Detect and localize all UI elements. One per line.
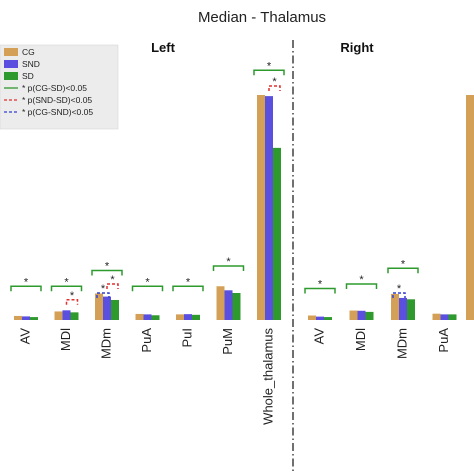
legend-swatch-snd bbox=[4, 60, 18, 68]
bar-right-pua-sd bbox=[448, 314, 457, 320]
tick-label-left-whole_thalamus: Whole_thalamus bbox=[260, 328, 275, 425]
bar-right-cropped bbox=[466, 95, 474, 320]
legend-label-sd: SD bbox=[22, 71, 34, 81]
tick-label-right-mdl: MDl bbox=[353, 328, 368, 351]
sig-star-left-8: * bbox=[226, 256, 231, 268]
bar-left-pua-sd bbox=[151, 315, 160, 320]
sig-star-left-10: * bbox=[272, 76, 277, 88]
sig-star-right-3: * bbox=[397, 283, 402, 295]
sig-star-left-3: * bbox=[105, 261, 110, 273]
bar-left-whole_thalamus-sd bbox=[273, 147, 281, 320]
legend-swatch-sd bbox=[4, 72, 18, 80]
sig-bracket-right-2 bbox=[387, 267, 419, 274]
chart-title: Median - Thalamus bbox=[198, 9, 326, 26]
legend-swatch-cg bbox=[4, 48, 18, 56]
tick-label-left-mdl: MDl bbox=[58, 328, 73, 351]
sig-bracket-right-0 bbox=[304, 287, 336, 294]
tick-label-right-pua: PuA bbox=[436, 328, 451, 353]
tick-label-right-av: AV bbox=[311, 328, 326, 345]
legend-label-snd: SND bbox=[22, 59, 40, 69]
sig-bracket-right-1 bbox=[345, 283, 378, 289]
bar-left-pui-snd bbox=[184, 314, 192, 320]
bar-right-mdl-cg bbox=[349, 310, 358, 320]
bar-left-whole_thalamus-snd bbox=[265, 96, 273, 320]
bar-left-mdl-cg bbox=[54, 311, 63, 320]
bar-left-av-sd bbox=[30, 317, 38, 320]
bar-right-pua-cg bbox=[432, 313, 441, 320]
bar-left-pua-cg bbox=[135, 313, 144, 320]
panel-right: Right AV MDl MDm PuA * * * * bbox=[304, 40, 474, 359]
sig-star-left-2: * bbox=[70, 290, 75, 302]
bar-left-av-snd bbox=[22, 316, 30, 320]
bar-left-mdm-snd bbox=[103, 296, 111, 320]
sig-bracket-left-5 bbox=[96, 292, 110, 298]
legend-sig-label-0: * p(CG-SD)<0.05 bbox=[22, 83, 87, 93]
bar-left-whole_thalamus-cg bbox=[257, 95, 265, 320]
tick-label-left-pum: PuM bbox=[220, 328, 235, 355]
bar-left-mdl-snd bbox=[62, 310, 71, 320]
bar-right-av-cg bbox=[308, 315, 316, 320]
sig-bracket-left-3 bbox=[91, 269, 123, 276]
legend-sig-label-2: * p(CG-SND)<0.05 bbox=[22, 107, 93, 117]
sig-star-right-1: * bbox=[359, 274, 364, 286]
sig-star-left-9: * bbox=[267, 60, 272, 72]
sig-bracket-right-3 bbox=[392, 292, 406, 298]
bar-right-mdm-snd bbox=[399, 297, 407, 320]
legend-box bbox=[0, 44, 119, 130]
tick-label-left-pua: PuA bbox=[139, 328, 154, 353]
bar-left-mdm-sd bbox=[111, 299, 119, 320]
bar-left-mdm-cg bbox=[95, 293, 103, 320]
sig-star-left-7: * bbox=[186, 276, 191, 288]
sig-star-right-0: * bbox=[318, 279, 323, 291]
bar-right-mdl-snd bbox=[357, 310, 366, 320]
tick-label-left-mdm: MDm bbox=[98, 328, 113, 359]
sig-star-left-4: * bbox=[110, 274, 115, 286]
sig-bracket-left-8 bbox=[212, 265, 245, 271]
tick-label-left-av: AV bbox=[17, 328, 32, 345]
bar-left-pua-snd bbox=[143, 314, 152, 320]
legend: CG SND SD * p(CG-SD)<0.05 * p(SND-SD)<0.05 * … bbox=[0, 44, 119, 130]
bar-left-pum-snd bbox=[224, 290, 233, 320]
bar-right-mdl-sd bbox=[365, 311, 374, 320]
sig-star-left-5: * bbox=[101, 283, 106, 295]
sig-bracket-left-1 bbox=[50, 285, 83, 292]
sig-bracket-left-10 bbox=[268, 85, 281, 91]
sig-bracket-left-7 bbox=[172, 285, 204, 292]
sig-bracket-left-0 bbox=[10, 285, 42, 292]
tick-label-right-mdm: MDm bbox=[394, 328, 409, 359]
bar-right-pua-snd bbox=[440, 314, 449, 320]
bar-right-mdm-sd bbox=[407, 299, 415, 320]
sig-bracket-left-2 bbox=[65, 299, 79, 305]
sig-bracket-left-4 bbox=[106, 283, 119, 289]
sig-star-left-6: * bbox=[145, 276, 150, 288]
sig-bracket-left-9 bbox=[253, 69, 285, 76]
bar-left-pui-sd bbox=[192, 314, 200, 320]
sig-bracket-left-6 bbox=[131, 285, 164, 292]
bar-left-av-cg bbox=[14, 315, 22, 320]
bar-right-av-sd bbox=[324, 317, 332, 320]
sig-star-left-0: * bbox=[24, 276, 29, 288]
legend-sig-label-1: * p(SND-SD)<0.05 bbox=[22, 95, 92, 105]
bar-left-pum-sd bbox=[232, 293, 241, 320]
bar-left-pui-cg bbox=[176, 314, 184, 320]
legend-label-cg: CG bbox=[22, 47, 35, 57]
bar-left-pum-cg bbox=[216, 286, 225, 320]
bar-left-mdl-sd bbox=[70, 312, 79, 320]
sig-star-left-1: * bbox=[64, 276, 69, 288]
tick-label-left-pui: PuI bbox=[179, 328, 194, 348]
bar-right-av-snd bbox=[316, 316, 324, 320]
panel-title-right: Right bbox=[340, 40, 374, 55]
sig-star-right-2: * bbox=[401, 258, 406, 270]
bar-right-mdm-cg bbox=[391, 293, 399, 320]
panel-title-left: Left bbox=[151, 40, 176, 55]
